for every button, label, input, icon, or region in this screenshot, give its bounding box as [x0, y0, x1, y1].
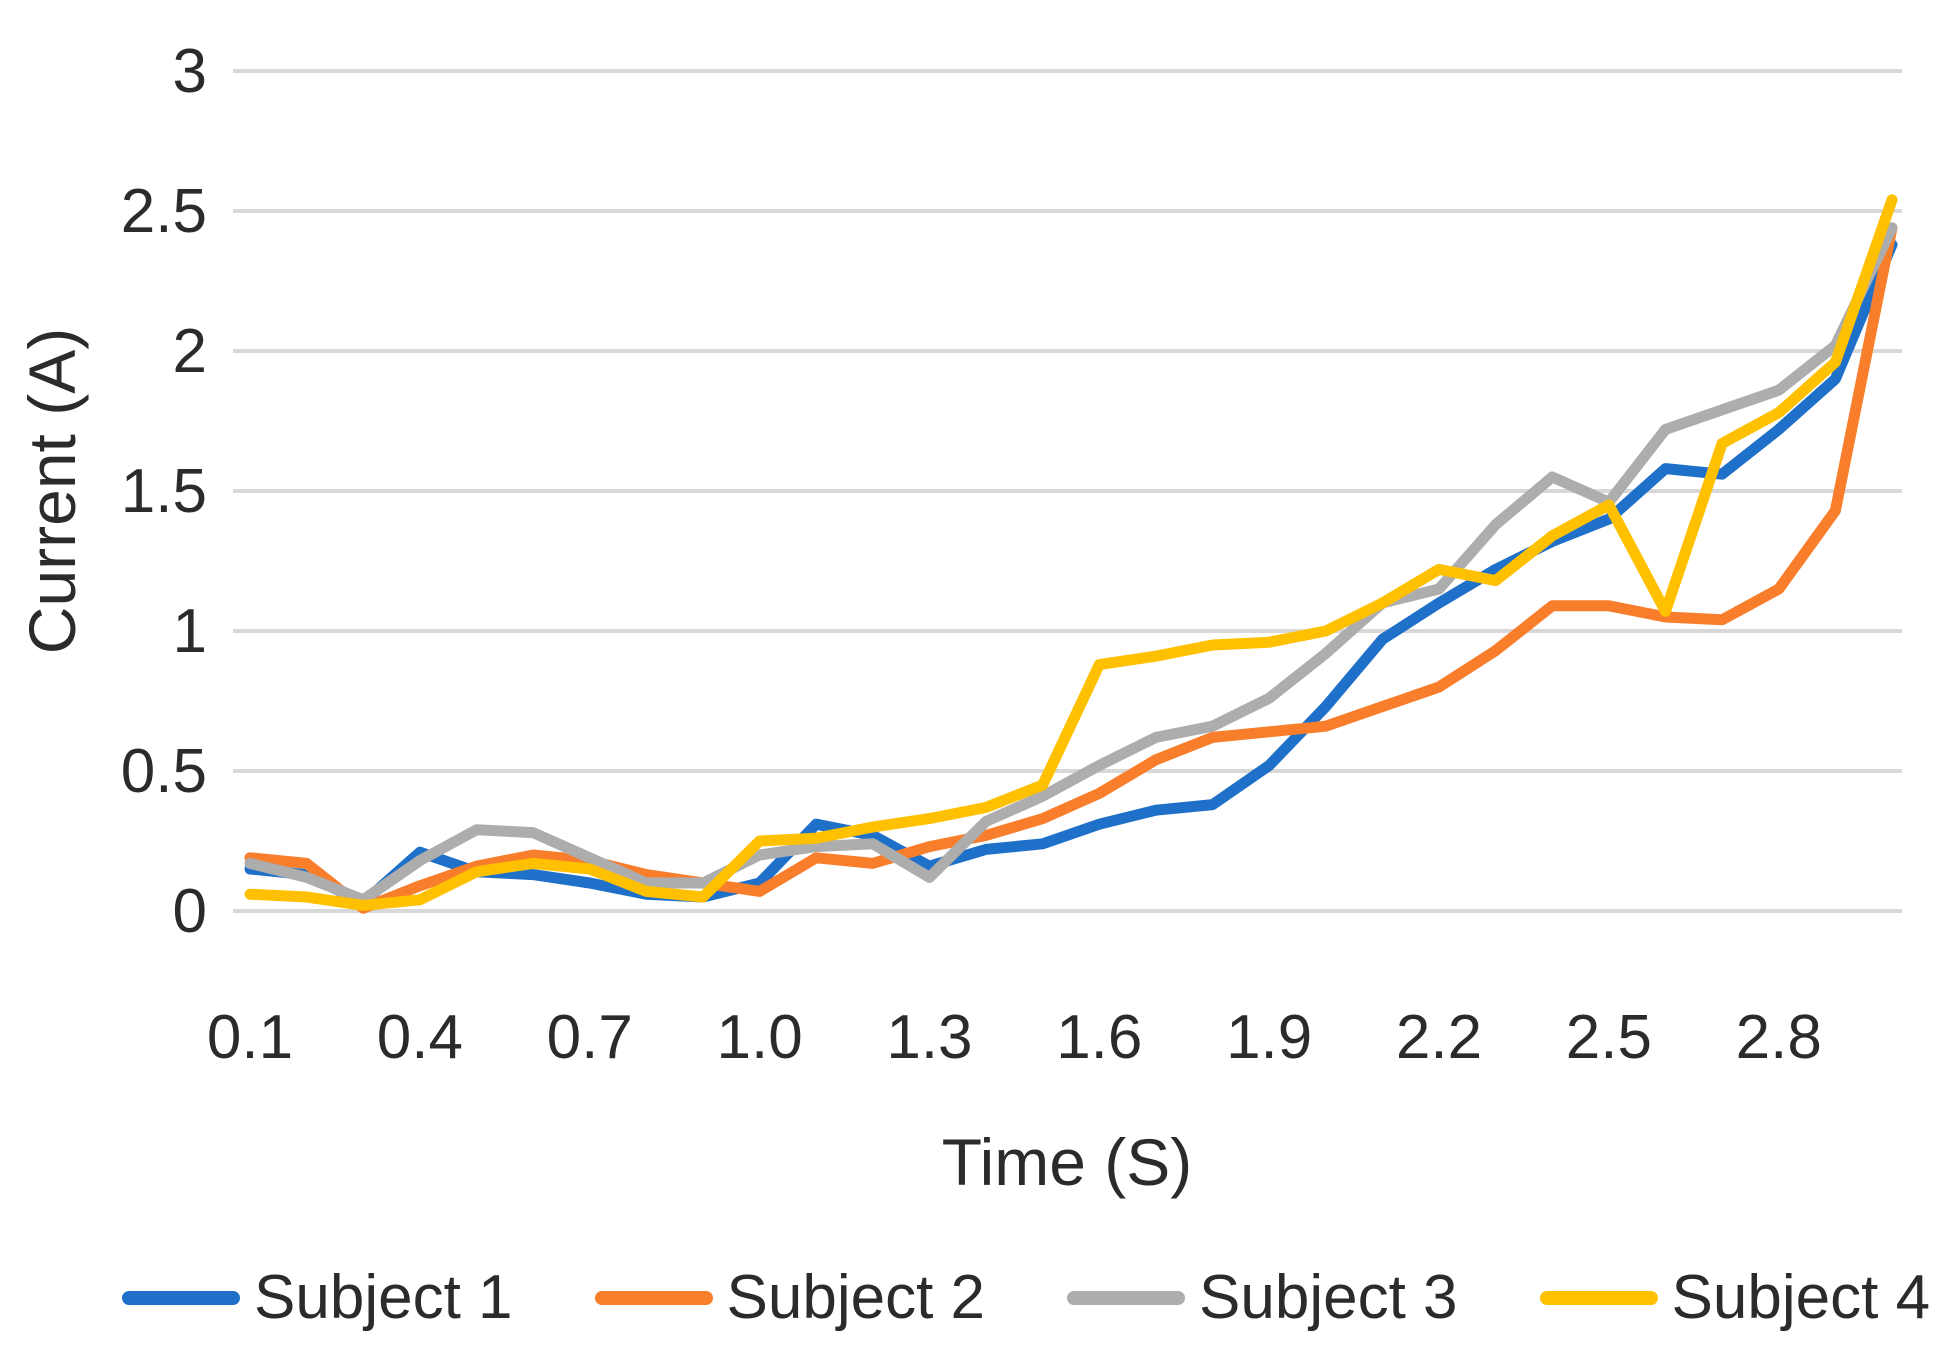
x-tick-label-1.3: 1.3 — [886, 1003, 972, 1072]
legend-item-subject-2: Subject 2 — [594, 1262, 986, 1333]
x-tick-label-2.2: 2.2 — [1396, 1003, 1482, 1072]
y-tick-label-0.5: 0.5 — [121, 737, 207, 806]
x-tick-label-0.4: 0.4 — [377, 1003, 463, 1072]
legend-item-subject-3: Subject 3 — [1067, 1262, 1458, 1333]
x-tick-label-2.5: 2.5 — [1566, 1003, 1652, 1072]
y-tick-label-0: 0 — [173, 877, 207, 946]
x-axis-title: Time (S) — [941, 1125, 1193, 1199]
legend-label-subject-4: Subject 4 — [1671, 1263, 1931, 1332]
legend-swatch-subject-2 — [594, 1290, 713, 1305]
x-tick-label-1.9: 1.9 — [1226, 1003, 1312, 1072]
legend: Subject 1 Subject 2 Subject 3 Subject 4 — [122, 1262, 1930, 1333]
series-line-subject-4 — [244, 194, 1898, 911]
x-tick-label-2.8: 2.8 — [1736, 1003, 1822, 1072]
series-line-subject-1 — [244, 239, 1898, 909]
legend-swatch-subject-4 — [1539, 1290, 1658, 1305]
x-tick-label-0.7: 0.7 — [547, 1003, 633, 1072]
x-tick-label-0.1: 0.1 — [207, 1003, 293, 1072]
y-tick-label-1.5: 1.5 — [121, 457, 207, 526]
legend-label-subject-2: Subject 2 — [726, 1263, 986, 1332]
y-tick-label-2: 2 — [173, 317, 207, 386]
legend-item-subject-4: Subject 4 — [1539, 1262, 1931, 1333]
legend-swatch-subject-3 — [1067, 1290, 1186, 1305]
series-line-subject-3 — [244, 222, 1898, 906]
legend-label-subject-3: Subject 3 — [1199, 1263, 1458, 1332]
y-tick-label-3: 3 — [173, 37, 207, 106]
legend-item-subject-1: Subject 1 — [122, 1262, 513, 1333]
legend-label-subject-1: Subject 1 — [254, 1263, 513, 1332]
x-tick-label-1.6: 1.6 — [1056, 1003, 1142, 1072]
series-line-subject-2 — [244, 222, 1898, 914]
x-tick-label-1.0: 1.0 — [716, 1003, 802, 1072]
y-tick-label-2.5: 2.5 — [121, 177, 207, 246]
legend-swatch-subject-1 — [122, 1290, 240, 1305]
y-tick-label-1: 1 — [173, 597, 207, 666]
y-axis-title: Current (A) — [15, 327, 89, 655]
